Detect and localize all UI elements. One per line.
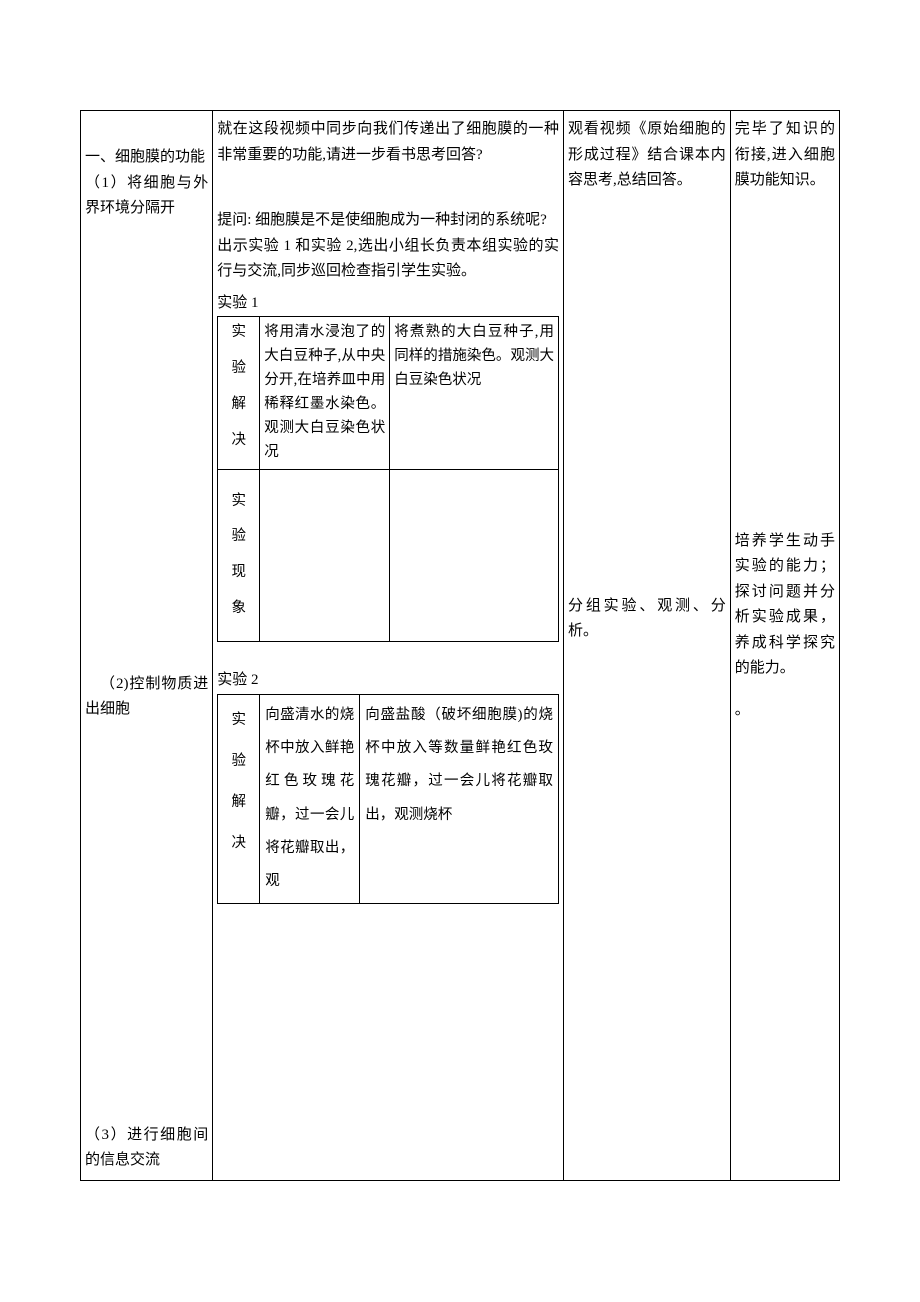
lesson-plan-table: 一、细胞膜的功能 （1）将细胞与外界环境分隔开 （2)控制物质进出细胞 （3）进… <box>80 110 840 1181</box>
col1-cell: 一、细胞膜的功能 （1）将细胞与外界环境分隔开 （2)控制物质进出细胞 （3）进… <box>81 111 213 1181</box>
char: 解 <box>232 393 247 417</box>
question-text: 提问: 细胞膜是不是使细胞成为一种封闭的系统呢? <box>217 208 559 234</box>
char: 验 <box>232 357 247 381</box>
intro-text: 就在这段视频中同步向我们传递出了细胞膜的一种非常重要的功能,请进一步看书思考回答… <box>217 117 559 168</box>
exp2-proc-b: 向盛盐酸（破坏细胞膜)的烧杯中放入等数量鲜艳红色玫瑰花瓣，过一会儿将花瓣取出，观… <box>360 694 559 903</box>
subitem-3: （3）进行细胞间的信息交流 <box>85 1123 208 1174</box>
instruct-text: 出示实验 1 和实验 2,选出小组长负责本组实验的实行与交流,同步巡回检查指引学… <box>217 234 559 285</box>
exp1-proc-b: 将煮熟的大白豆种子,用同样的措施染色。观测大白豆染色状况 <box>390 317 559 470</box>
exp1-row-phenomenon: 实 验 现 象 <box>218 469 559 642</box>
char: 决 <box>232 832 247 855</box>
exp2-label-procedure: 实 验 解 决 <box>218 694 260 903</box>
exp2-proc-a: 向盛清水的烧杯中放入鲜艳红色玫瑰花瓣，过一会儿将花瓣取出，观 <box>260 694 360 903</box>
col4-text2: 培养学生动手实验的能力；探讨问题并分析实验成果，养成科学探究的能力。 <box>735 529 835 682</box>
exp1-label-procedure: 实 验 解 决 <box>218 317 260 470</box>
col4-text1: 完毕了知识的衔接,进入细胞膜功能知识。 <box>735 117 835 194</box>
exp1-row-procedure: 实 验 解 决 将用清水浸泡了的大白豆种子,从中央分开,在培养皿中用稀释红墨水染… <box>218 317 559 470</box>
col4-dot: 。 <box>735 698 835 724</box>
char: 验 <box>232 525 247 549</box>
exp1-phen-a <box>260 469 390 642</box>
char: 验 <box>232 750 247 773</box>
char: 解 <box>232 791 247 814</box>
subitem-1: （1）将细胞与外界环境分隔开 <box>85 171 208 222</box>
char: 实 <box>232 709 247 732</box>
exp1-label: 实验 1 <box>217 291 559 317</box>
exp1-phen-b <box>390 469 559 642</box>
exp1-proc-a: 将用清水浸泡了的大白豆种子,从中央分开,在培养皿中用稀释红墨水染色。观测大白豆染… <box>260 317 390 470</box>
char: 决 <box>232 429 247 453</box>
char: 实 <box>232 321 247 345</box>
char: 象 <box>232 597 247 621</box>
col3-cell: 观看视频《原始细胞的形成过程》结合课本内容思考,总结回答。 分组实验、观测、分析… <box>564 111 731 1181</box>
col3-text1: 观看视频《原始细胞的形成过程》结合课本内容思考,总结回答。 <box>568 117 726 194</box>
char: 现 <box>232 561 247 585</box>
table-row: 一、细胞膜的功能 （1）将细胞与外界环境分隔开 （2)控制物质进出细胞 （3）进… <box>81 111 840 1181</box>
exp2-label: 实验 2 <box>217 668 559 694</box>
exp2-row-procedure: 实 验 解 决 向盛清水的烧杯中放入鲜艳红色玫瑰花瓣，过一会儿将花瓣取出，观 向… <box>218 694 559 903</box>
experiment-1-table: 实 验 解 决 将用清水浸泡了的大白豆种子,从中央分开,在培养皿中用稀释红墨水染… <box>217 316 559 642</box>
col3-text2: 分组实验、观测、分析。 <box>568 594 726 645</box>
exp1-label-phenomenon: 实 验 现 象 <box>218 469 260 642</box>
col2-cell: 就在这段视频中同步向我们传递出了细胞膜的一种非常重要的功能,请进一步看书思考回答… <box>213 111 564 1181</box>
char: 实 <box>232 490 247 514</box>
experiment-2-table: 实 验 解 决 向盛清水的烧杯中放入鲜艳红色玫瑰花瓣，过一会儿将花瓣取出，观 向… <box>217 694 559 904</box>
subitem-2: （2)控制物质进出细胞 <box>85 672 208 723</box>
section-heading: 一、细胞膜的功能 <box>85 145 208 171</box>
col4-cell: 完毕了知识的衔接,进入细胞膜功能知识。 培养学生动手实验的能力；探讨问题并分析实… <box>730 111 839 1181</box>
